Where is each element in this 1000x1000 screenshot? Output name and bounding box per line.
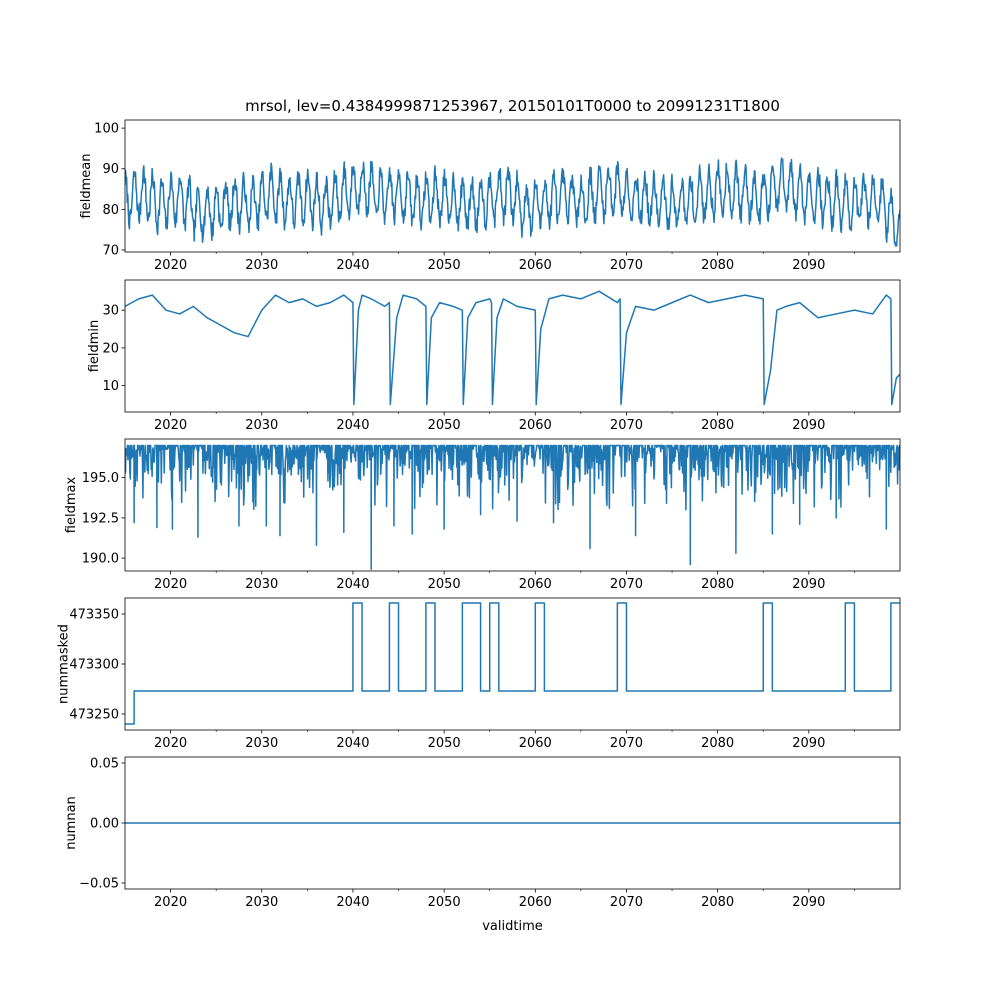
y-tick-label: 70 — [102, 243, 119, 258]
y-tick-label: 195.0 — [82, 471, 119, 486]
x-tick-label: 2090 — [792, 736, 825, 751]
x-tick-label: 2090 — [792, 895, 825, 910]
y-tick-label: 473300 — [69, 658, 119, 673]
x-tick-label: 2040 — [336, 418, 369, 433]
x-tick-label: 2020 — [154, 258, 187, 273]
x-tick-label: 2080 — [701, 418, 734, 433]
x-tick-label: 2040 — [336, 736, 369, 751]
x-tick-label: 2090 — [792, 577, 825, 592]
y-tick-label: 10 — [102, 379, 119, 394]
x-tick-label: 2090 — [792, 418, 825, 433]
x-tick-label: 2020 — [154, 895, 187, 910]
panel-numnan: 2020 2030 2040 2050 2060 2070 2080 2090 −0.05 0.0… — [64, 757, 901, 910]
y-axis-label-fieldmean: fieldmean — [79, 154, 94, 219]
x-tick-label: 2060 — [519, 577, 552, 592]
y-tick-label: 192.5 — [82, 511, 119, 526]
x-tick-label: 2030 — [245, 895, 278, 910]
x-tick-label: 2020 — [154, 577, 187, 592]
x-tick-label: 2050 — [428, 895, 461, 910]
y-axis-label-nummasked: nummasked — [56, 624, 71, 704]
x-tick-label: 2050 — [428, 258, 461, 273]
x-axis-label: validtime — [482, 919, 543, 934]
x-tick-label: 2040 — [336, 577, 369, 592]
y-tick-label: 20 — [102, 341, 119, 356]
series-line-nummasked — [125, 602, 900, 725]
axes-frame — [124, 438, 901, 572]
x-tick-label: 2050 — [428, 418, 461, 433]
x-tick-label: 2020 — [154, 736, 187, 751]
y-tick-label: 90 — [102, 162, 119, 177]
x-tick-label: 2050 — [428, 736, 461, 751]
x-tick-label: 2050 — [428, 577, 461, 592]
x-tick-label: 2030 — [245, 577, 278, 592]
series-line-fieldmax — [125, 444, 900, 571]
x-tick-label: 2070 — [610, 418, 643, 433]
panels: 2020 2030 2040 2050 2060 2070 2080 209070809010… — [56, 119, 901, 910]
chart-title: mrsol, lev=0.4384999871253967, 20150101T… — [245, 97, 780, 115]
y-axis-label-fieldmax: fieldmax — [64, 477, 79, 534]
x-tick-label: 2080 — [701, 895, 734, 910]
x-tick-label: 2080 — [701, 258, 734, 273]
panel-nummasked: 2020 2030 2040 2050 2060 2070 2080 2090 473250 47… — [56, 597, 901, 751]
x-tick-label: 2070 — [610, 258, 643, 273]
x-tick-label: 2070 — [610, 736, 643, 751]
x-tick-label: 2030 — [245, 418, 278, 433]
y-tick-label: 0.00 — [90, 817, 119, 832]
y-tick-label: −0.05 — [79, 877, 119, 892]
axes-frame — [124, 279, 901, 413]
x-tick-label: 2070 — [610, 577, 643, 592]
y-tick-label: 100 — [94, 122, 119, 137]
x-tick-label: 2030 — [245, 736, 278, 751]
x-tick-label: 2040 — [336, 895, 369, 910]
x-tick-label: 2020 — [154, 418, 187, 433]
y-tick-label: 190.0 — [82, 552, 119, 567]
y-axis-label-numnan: numnan — [64, 796, 79, 850]
x-tick-label: 2060 — [519, 418, 552, 433]
x-tick-label: 2080 — [701, 577, 734, 592]
y-tick-label: 0.05 — [90, 757, 119, 772]
series-line-fieldmean — [125, 157, 900, 247]
x-tick-label: 2060 — [519, 895, 552, 910]
panel-fieldmax: 2020 2030 2040 2050 2060 2070 2080 2090 190.0 192… — [64, 438, 901, 592]
x-tick-label: 2060 — [519, 736, 552, 751]
y-tick-label: 80 — [102, 203, 119, 218]
y-tick-label: 473350 — [69, 608, 119, 623]
x-tick-label: 2060 — [519, 258, 552, 273]
y-tick-label: 473250 — [69, 708, 119, 723]
y-axis-label-fieldmin: fieldmin — [87, 320, 102, 373]
series-line-fieldmin — [125, 290, 900, 406]
x-tick-label: 2030 — [245, 258, 278, 273]
x-tick-label: 2070 — [610, 895, 643, 910]
axes-frame — [124, 119, 901, 253]
x-tick-label: 2080 — [701, 736, 734, 751]
panel-fieldmean: 2020 2030 2040 2050 2060 2070 2080 2090 70 80 90 10… — [79, 119, 901, 273]
panel-fieldmin: 2020 2030 2040 2050 2060 2070 2080 2090102030fi… — [87, 279, 901, 433]
x-tick-label: 2090 — [792, 258, 825, 273]
x-tick-label: 2040 — [336, 258, 369, 273]
axes-frame — [124, 597, 901, 731]
y-tick-label: 30 — [102, 304, 119, 319]
